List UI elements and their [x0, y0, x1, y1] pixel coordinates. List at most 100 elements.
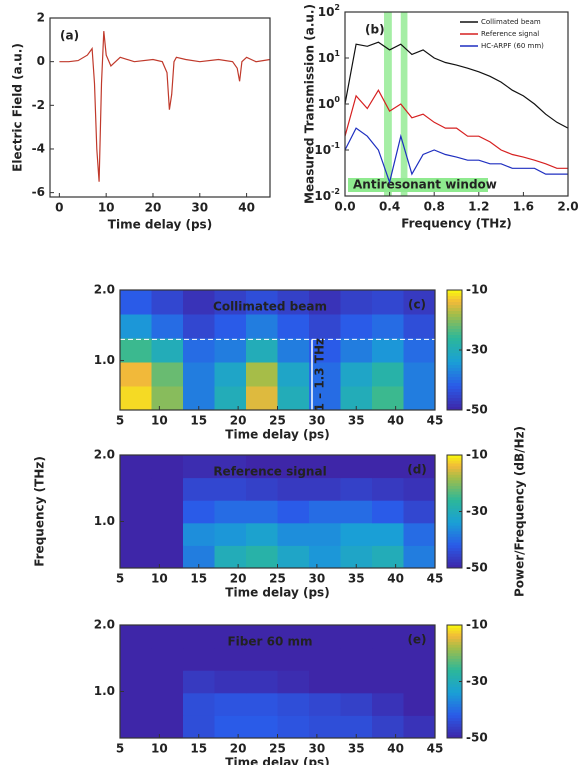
heat-cell — [403, 477, 436, 501]
colorbar-tick-label: -30 — [466, 504, 488, 518]
x-axis-label: Time delay (ps) — [225, 586, 329, 600]
colorbar-step — [447, 678, 462, 682]
y-axis-label: Electric Field (a.u.) — [11, 43, 25, 172]
heat-cell — [214, 692, 247, 716]
heat-cell — [277, 386, 310, 411]
colorbar-step — [447, 486, 462, 490]
colorbar-step — [447, 335, 462, 339]
panel-label: (c) — [408, 298, 426, 312]
heat-cell — [151, 386, 184, 411]
colorbar-step — [447, 723, 462, 728]
heat-cell — [309, 500, 341, 524]
heat-cell — [151, 290, 184, 315]
heat-cell — [309, 362, 341, 387]
heat-cell — [403, 625, 436, 649]
y-tick-label: -4 — [32, 141, 45, 155]
colorbar-step — [447, 299, 462, 303]
colorbar-step — [447, 729, 462, 733]
colorbar-step — [447, 508, 462, 512]
heat-cell — [214, 670, 247, 694]
x-tick-label: 40 — [387, 572, 404, 586]
colorbar-step — [447, 551, 462, 555]
heat-cell — [277, 545, 310, 569]
colorbar-step — [447, 503, 462, 507]
colorbar-step — [447, 531, 462, 535]
x-axis-label: Time delay (ps) — [225, 428, 329, 442]
heat-cell — [277, 290, 310, 315]
colorbar-step — [447, 311, 462, 315]
y-tick-label: 101 — [318, 49, 341, 65]
heat-cell — [403, 715, 436, 739]
x-tick-label: 30 — [309, 572, 326, 586]
heat-cell — [403, 692, 436, 716]
colorbar-step — [447, 374, 462, 378]
colorbar-step — [447, 407, 462, 411]
colorbar-step — [447, 715, 462, 719]
heat-cell — [120, 545, 152, 569]
heat-cell — [183, 362, 215, 387]
colorbar-step — [447, 398, 462, 402]
x-tick-label: 30 — [191, 201, 208, 215]
heat-cell — [309, 647, 341, 671]
colorbar-step — [447, 732, 462, 736]
x-tick-label: 20 — [145, 201, 162, 215]
colorbar-step — [447, 542, 462, 546]
x-axis-label: Time delay (ps) — [225, 756, 329, 765]
heat-cell — [309, 290, 341, 315]
colorbar-step — [447, 359, 462, 363]
heat-cell — [246, 670, 278, 694]
heat-cell — [214, 455, 247, 479]
colorbar-step — [447, 469, 462, 473]
heat-cell — [183, 338, 215, 363]
heat-cell — [151, 477, 184, 501]
heat-cell — [340, 692, 373, 716]
colorbar-step — [447, 692, 462, 697]
colorbar-step — [447, 701, 462, 705]
heat-cell — [246, 477, 278, 501]
colorbar-step — [447, 661, 462, 666]
x-tick-label: 45 — [427, 414, 444, 428]
colorbar-step — [447, 463, 462, 467]
colorbar-step — [447, 491, 462, 496]
heat-cell — [403, 647, 436, 671]
heat-cell — [277, 715, 310, 739]
heat-cell — [151, 545, 184, 569]
colorbar-step — [447, 457, 462, 462]
heat-cell — [277, 522, 310, 546]
x-tick-label: 30 — [309, 742, 326, 756]
colorbar-step — [447, 712, 462, 716]
heat-cell — [183, 692, 215, 716]
legend-label: Reference signal — [481, 30, 539, 38]
colorbar-step — [447, 395, 462, 399]
colorbar-step — [447, 536, 462, 541]
heat-cell — [372, 715, 404, 739]
colorbar-step — [447, 329, 462, 333]
colorbar-step — [447, 483, 462, 487]
colorbar-step — [447, 534, 462, 538]
heat-cell — [340, 545, 373, 569]
legend-label: HC-ARPF (60 mm) — [481, 42, 544, 50]
heat-cell — [120, 362, 152, 387]
colorbar-step — [447, 404, 462, 408]
heat-cell — [277, 477, 310, 501]
x-tick-label: 10 — [151, 414, 168, 428]
colorbar-step — [447, 562, 462, 566]
colorbar-step — [447, 365, 462, 369]
colorbar-step — [447, 522, 462, 527]
colorbar-step — [447, 706, 462, 711]
heat-cell — [403, 500, 436, 524]
heat-cell — [151, 338, 184, 363]
colorbar-tick-label: -30 — [466, 343, 488, 357]
heat-cell — [372, 692, 404, 716]
colorbar-step — [447, 326, 462, 330]
panel-title: Collimated beam — [213, 300, 327, 314]
x-tick-label: 10 — [151, 572, 168, 586]
heat-cell — [403, 522, 436, 546]
heat-cell — [340, 338, 373, 363]
colorbar-step — [447, 497, 462, 501]
heat-cell — [372, 290, 404, 315]
heat-cell — [151, 647, 184, 671]
heat-cell — [309, 625, 341, 649]
heat-cell — [309, 314, 341, 339]
colorbar-step — [447, 320, 462, 324]
